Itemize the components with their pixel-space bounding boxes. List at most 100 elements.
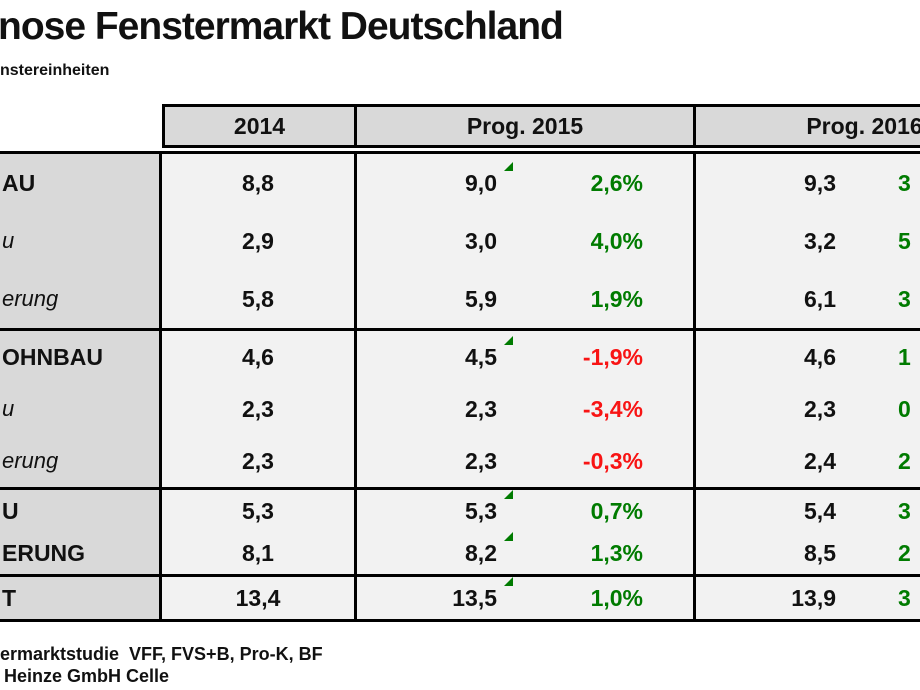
group-label-column: AU u erung xyxy=(0,154,162,328)
value-prog-2015-text: 13,5 xyxy=(452,584,497,611)
column-prog-2016: 13,9 3 xyxy=(696,577,920,619)
table-group-4: T 13,4 13,5 1,0% 13,9 3 xyxy=(0,574,920,622)
prog-2016-cell: 4,6 1 xyxy=(696,331,920,383)
prog-2016-cell: 3,2 5 xyxy=(696,212,920,270)
value-2014: 2,3 xyxy=(242,447,274,474)
footer-source-line: ermarktstudie VFF, FVS+B, Pro-K, BF xyxy=(0,644,323,664)
change-prog-2015: 0,7% xyxy=(590,497,643,524)
value-prog-2015: 5,3 xyxy=(357,490,513,532)
table-header-row: 2014 Prog. 2015 Prog. 2016 xyxy=(0,104,920,148)
change-prog-2015: -1,9% xyxy=(582,343,643,370)
footer-publisher-line: Heinze GmbH Celle xyxy=(4,666,170,686)
column-header-2014: 2014 xyxy=(162,104,357,148)
prog-2016-cell: 8,5 2 xyxy=(696,532,920,574)
value-prog-2015: 4,5 xyxy=(357,331,513,383)
column-prog-2015: 13,5 1,0% xyxy=(357,577,696,619)
value-prog-2016: 2,3 xyxy=(696,383,836,435)
value-2014: 8,8 xyxy=(242,169,274,196)
group-label-column: OHNBAU u erung xyxy=(0,331,162,487)
value-prog-2016: 4,6 xyxy=(696,331,836,383)
prog-2016-cell: 6,1 3 xyxy=(696,270,920,328)
table-body: AU u erung 8,8 2,9 5,8 9,0 2,6% 3,0 4,0% 5,9 1,9% 9,… xyxy=(0,151,920,622)
change-prog-2016-fragment: 3 xyxy=(898,497,911,524)
prog-2015-cell: 5,9 1,9% xyxy=(357,270,693,328)
column-prog-2016: 4,6 1 2,3 0 2,4 2 xyxy=(696,331,920,487)
table-group-1: AU u erung 8,8 2,9 5,8 9,0 2,6% 3,0 4,0% 5,9 1,9% 9,… xyxy=(0,151,920,328)
prog-2016-cell: 2,4 2 xyxy=(696,435,920,487)
row-label: U xyxy=(2,497,19,524)
change-prog-2015: -0,3% xyxy=(582,447,643,474)
column-header-prog-2016: Prog. 2016 xyxy=(696,104,920,148)
value-2014: 5,8 xyxy=(242,285,274,312)
value-2014: 2,3 xyxy=(242,395,274,422)
prog-2016-cell: 5,4 3 xyxy=(696,490,920,532)
value-prog-2016-text: 4,6 xyxy=(804,343,836,370)
trend-marker-icon xyxy=(504,577,513,586)
prog-2015-cell: 5,3 0,7% xyxy=(357,490,693,532)
group-label-column: T xyxy=(0,577,162,619)
row-label: erung xyxy=(2,448,59,473)
group-label-column: U ERUNG xyxy=(0,490,162,574)
change-prog-2016-fragment: 1 xyxy=(898,343,911,370)
prog-2016-cell: 13,9 3 xyxy=(696,577,920,619)
column-prog-2015: 9,0 2,6% 3,0 4,0% 5,9 1,9% xyxy=(357,154,696,328)
row-label: erung xyxy=(2,286,59,311)
table-group-3: U ERUNG 5,3 8,1 5,3 0,7% 8,2 1,3% 5,4 3 8,5 2 xyxy=(0,487,920,574)
prog-2015-cell: 2,3 -0,3% xyxy=(357,435,693,487)
prog-2015-cell: 3,0 4,0% xyxy=(357,212,693,270)
column-2014: 4,6 2,3 2,3 xyxy=(162,331,357,487)
trend-marker-icon xyxy=(504,162,513,171)
row-label: T xyxy=(2,584,17,611)
change-prog-2015: 2,6% xyxy=(590,169,643,196)
column-prog-2015: 5,3 0,7% 8,2 1,3% xyxy=(357,490,696,574)
column-2014: 13,4 xyxy=(162,577,357,619)
page-title: nose Fenstermarkt Deutschland xyxy=(0,5,564,48)
value-prog-2015-text: 5,9 xyxy=(465,285,497,312)
value-prog-2016: 6,1 xyxy=(696,270,836,328)
value-prog-2015: 13,5 xyxy=(357,577,513,619)
header-spacer xyxy=(0,104,162,148)
change-prog-2016-fragment: 3 xyxy=(898,584,911,611)
change-prog-2015: 1,0% xyxy=(590,584,643,611)
prog-2016-cell: 2,3 0 xyxy=(696,383,920,435)
column-prog-2016: 9,3 3 3,2 5 6,1 3 xyxy=(696,154,920,328)
value-prog-2015: 2,3 xyxy=(357,435,497,487)
prog-2015-cell: 9,0 2,6% xyxy=(357,154,693,212)
value-prog-2016-text: 8,5 xyxy=(804,539,836,566)
prog-2015-cell: 4,5 -1,9% xyxy=(357,331,693,383)
column-header-prog-2015: Prog. 2015 xyxy=(357,104,696,148)
change-prog-2016-fragment: 2 xyxy=(898,539,911,566)
value-prog-2016: 8,5 xyxy=(696,532,836,574)
value-2014: 13,4 xyxy=(235,584,281,611)
row-label: OHNBAU xyxy=(2,343,103,370)
forecast-table: 2014 Prog. 2015 Prog. 2016 AU u erung 8,8 2,… xyxy=(0,104,920,622)
trend-marker-icon xyxy=(504,532,513,541)
value-prog-2016-text: 2,4 xyxy=(804,447,836,474)
value-prog-2016: 3,2 xyxy=(696,212,836,270)
row-label: ERUNG xyxy=(2,539,86,566)
prog-2016-cell: 9,3 3 xyxy=(696,154,920,212)
value-prog-2015: 2,3 xyxy=(357,383,497,435)
column-2014: 5,3 8,1 xyxy=(162,490,357,574)
value-2014: 2,9 xyxy=(242,227,274,254)
value-prog-2015-text: 4,5 xyxy=(465,343,497,370)
page-subtitle: nstereinheiten xyxy=(0,62,110,79)
table-group-2: OHNBAU u erung 4,6 2,3 2,3 4,5 -1,9% 2,3 -3,4% 2,3… xyxy=(0,328,920,487)
change-prog-2016-fragment: 0 xyxy=(898,395,911,422)
column-prog-2015: 4,5 -1,9% 2,3 -3,4% 2,3 -0,3% xyxy=(357,331,696,487)
prog-2015-cell: 13,5 1,0% xyxy=(357,577,693,619)
value-prog-2016-text: 6,1 xyxy=(804,285,836,312)
value-prog-2015-text: 9,0 xyxy=(465,169,497,196)
value-prog-2015-text: 2,3 xyxy=(465,447,497,474)
change-prog-2016-fragment: 2 xyxy=(898,447,911,474)
value-prog-2015-text: 8,2 xyxy=(465,539,497,566)
prog-2015-cell: 2,3 -3,4% xyxy=(357,383,693,435)
column-2014: 8,8 2,9 5,8 xyxy=(162,154,357,328)
change-prog-2016-fragment: 3 xyxy=(898,285,911,312)
trend-marker-icon xyxy=(504,490,513,499)
value-prog-2016-text: 9,3 xyxy=(804,169,836,196)
change-prog-2015: 1,9% xyxy=(590,285,643,312)
value-prog-2015-text: 2,3 xyxy=(465,395,497,422)
column-prog-2016: 5,4 3 8,5 2 xyxy=(696,490,920,574)
value-prog-2015: 3,0 xyxy=(357,212,497,270)
